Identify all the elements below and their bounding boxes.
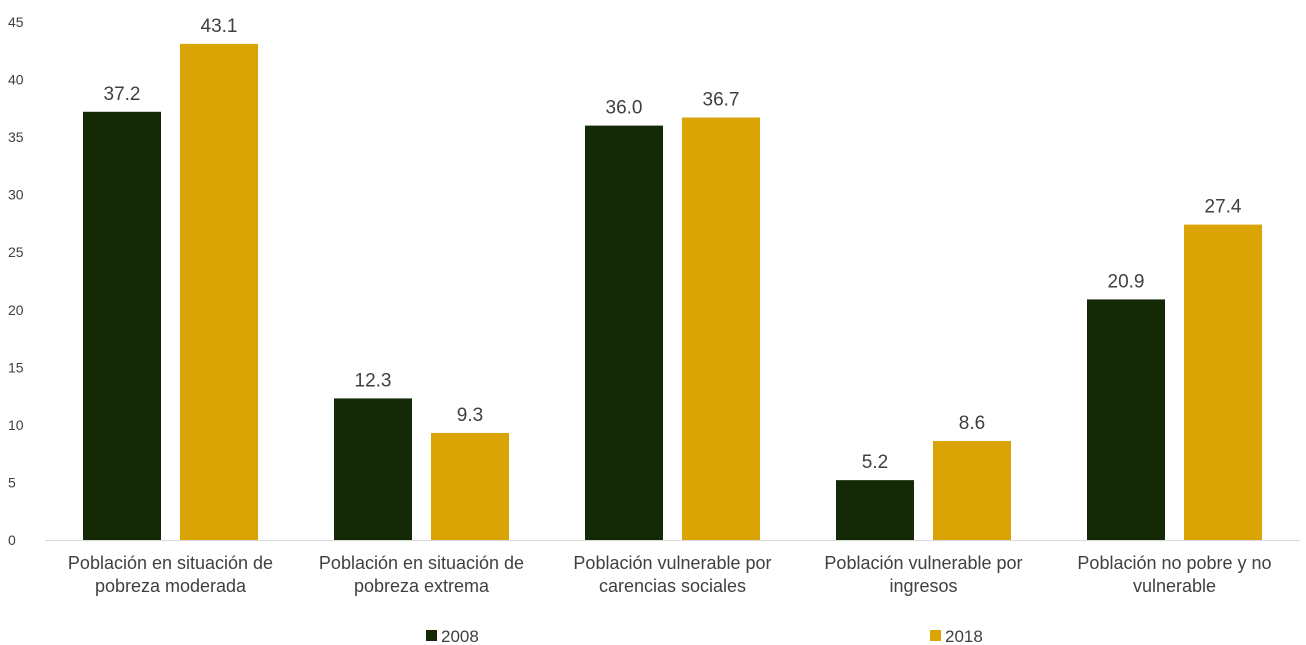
y-tick-label: 40 — [8, 72, 24, 88]
legend: 2008 2018 — [426, 627, 983, 645]
y-axis: 0 5 10 15 20 25 30 35 40 45 — [8, 14, 24, 548]
legend-swatch-2008 — [426, 630, 437, 641]
y-tick-label: 15 — [8, 359, 24, 375]
bar-2018 — [682, 117, 760, 540]
legend-swatch-2018 — [930, 630, 941, 641]
x-tick-label: Población vulnerable por — [824, 553, 1022, 573]
data-label: 20.9 — [1108, 271, 1145, 292]
y-tick-label: 5 — [8, 474, 16, 490]
x-tick-label: Población vulnerable por — [573, 553, 771, 573]
legend-label: 2008 — [441, 627, 479, 645]
x-tick-label: Población en situación de — [68, 553, 273, 573]
bar-2008 — [836, 480, 914, 540]
y-tick-label: 0 — [8, 532, 16, 548]
bar-2008 — [1087, 299, 1165, 540]
x-tick-label: pobreza moderada — [95, 576, 247, 596]
legend-label: 2018 — [945, 627, 983, 645]
bar-2008 — [334, 398, 412, 540]
data-label: 43.1 — [201, 16, 238, 37]
x-tick-label: pobreza extrema — [354, 576, 490, 596]
bar-2018 — [933, 441, 1011, 540]
y-tick-label: 25 — [8, 244, 24, 260]
bar-2008 — [585, 125, 663, 540]
bar-2018 — [180, 43, 258, 540]
x-axis-labels: Población en situación de pobreza moderad… — [68, 553, 1272, 596]
data-label: 36.0 — [606, 98, 643, 119]
x-tick-label: Población en situación de — [319, 553, 524, 573]
y-tick-label: 35 — [8, 129, 24, 145]
data-label: 36.7 — [703, 90, 740, 111]
y-tick-label: 45 — [8, 14, 24, 30]
data-label: 9.3 — [457, 405, 483, 426]
x-tick-label: ingresos — [889, 576, 957, 596]
bar-2018 — [431, 432, 509, 540]
x-tick-label: carencias sociales — [599, 576, 746, 596]
bar-2008 — [83, 111, 161, 540]
data-label: 27.4 — [1205, 197, 1242, 218]
y-tick-label: 20 — [8, 302, 24, 318]
data-label: 37.2 — [104, 84, 141, 105]
x-tick-label: Población no pobre y no — [1077, 553, 1271, 573]
data-label: 5.2 — [862, 452, 888, 473]
bars — [83, 43, 1262, 540]
data-label: 8.6 — [959, 413, 985, 434]
bar-2018 — [1184, 224, 1262, 540]
data-label: 12.3 — [355, 370, 392, 391]
y-tick-label: 10 — [8, 417, 24, 433]
data-labels: 37.2 12.3 36.0 5.2 20.9 43.1 9.3 36.7 8.6 27.4 — [104, 16, 1242, 473]
x-tick-label: vulnerable — [1133, 576, 1216, 596]
y-tick-label: 30 — [8, 187, 24, 203]
